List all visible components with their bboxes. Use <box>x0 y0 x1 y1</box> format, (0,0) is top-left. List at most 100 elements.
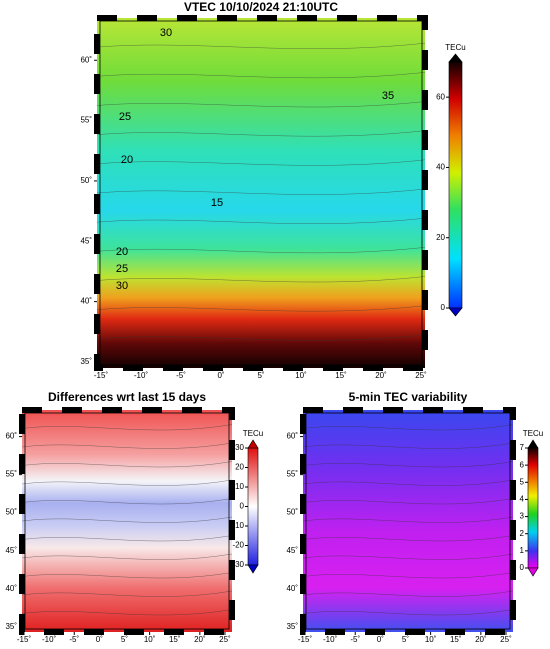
y-tick-label: 55˚ <box>80 116 92 125</box>
colorbar-tick-label: 10 <box>235 482 244 491</box>
x-tick-label: -5˚ <box>350 635 360 644</box>
map-frame-inner <box>305 412 511 630</box>
colorbar <box>247 447 259 566</box>
map-panel: Differences wrt last 15 days -15˚ -10˚ -5˚ 0… <box>5 390 263 644</box>
contour-label: 15 <box>211 197 223 209</box>
contour-line <box>96 305 426 312</box>
x-tick-label: 0˚ <box>96 635 103 644</box>
y-tick-label: 35˚ <box>286 622 298 631</box>
y-tick-label: 45˚ <box>286 546 298 555</box>
contour-line <box>96 217 426 224</box>
colorbar-tick-label: 1 <box>520 546 525 555</box>
x-tick-label: 15˚ <box>335 371 347 380</box>
map-title: 5-min TEC variability <box>349 390 468 404</box>
x-tick-label: 15˚ <box>169 635 181 644</box>
contour-line <box>302 590 514 597</box>
x-tick-label: 20˚ <box>194 635 206 644</box>
contour-line <box>96 159 426 166</box>
y-tick-label: 40˚ <box>286 584 298 593</box>
y-tick-label: 45˚ <box>5 546 17 555</box>
contour-label: 35 <box>382 90 394 102</box>
x-tick-label: -10˚ <box>42 635 57 644</box>
x-tick-label: 25˚ <box>500 635 512 644</box>
contour-line <box>96 101 426 108</box>
x-tick-label: 5˚ <box>121 635 128 644</box>
contour-line <box>21 553 233 560</box>
colorbar-tick-label: 40 <box>436 163 445 172</box>
contour-label: 30 <box>116 280 128 292</box>
colorbar-label: TECu <box>523 429 543 438</box>
contour-line <box>96 334 426 341</box>
colorbar-top-arrow <box>247 439 259 449</box>
x-tick-label: 20˚ <box>375 371 387 380</box>
contour-line <box>302 461 514 468</box>
x-tick-label: 20˚ <box>475 635 487 644</box>
contour-line <box>21 572 233 579</box>
colorbar-label: TECu <box>243 429 263 438</box>
colorbar <box>448 61 463 309</box>
y-tick-label: 55˚ <box>5 470 17 479</box>
y-tick-label: 60˚ <box>286 432 298 441</box>
contour-line <box>96 42 426 49</box>
contour-label: 20 <box>121 154 133 166</box>
contour-line <box>21 479 233 486</box>
contour-line <box>21 609 233 616</box>
y-tick-label: 50˚ <box>286 508 298 517</box>
y-tick-label: 40˚ <box>80 297 92 306</box>
colorbar-tick-label: 20 <box>436 233 445 242</box>
x-tick-label: 5˚ <box>402 635 409 644</box>
x-tick-label: -10˚ <box>134 371 149 380</box>
contour-line <box>96 188 426 195</box>
contour-line <box>96 247 426 254</box>
x-tick-label: 5˚ <box>257 371 264 380</box>
contour-line <box>302 572 514 579</box>
map-frame-inner <box>24 412 230 630</box>
y-tick-label: 60˚ <box>80 55 92 64</box>
contour-line <box>21 498 233 505</box>
y-tick-label: 40˚ <box>5 584 17 593</box>
contour-line <box>21 442 233 449</box>
colorbar-tick-label: 30 <box>235 443 244 452</box>
y-tick-label: 35˚ <box>80 357 92 366</box>
x-tick-label: 25˚ <box>415 371 427 380</box>
x-tick-label: -10˚ <box>323 635 338 644</box>
x-tick-label: -15˚ <box>17 635 32 644</box>
colorbar-tick-label: 4 <box>520 495 525 504</box>
contour-line <box>21 516 233 523</box>
contour-line <box>302 424 514 431</box>
colorbar-top-arrow <box>527 439 539 449</box>
colorbar-tick-label: 7 <box>520 443 525 452</box>
x-tick-label: 0˚ <box>377 635 384 644</box>
y-tick-label: 55˚ <box>286 470 298 479</box>
x-tick-label: -5˚ <box>69 635 79 644</box>
colorbar <box>527 447 539 569</box>
colorbar-tick-label: -30 <box>232 560 244 569</box>
map-panel: VTEC 10/10/2024 21:10UTC -15˚ -10˚ -5˚ 0˚ 5˚ 1… <box>80 0 465 380</box>
colorbar-tick-label: 0 <box>520 563 525 572</box>
map-frame <box>300 407 516 635</box>
x-tick-label: 15˚ <box>450 635 462 644</box>
y-tick-label: 60˚ <box>5 432 17 441</box>
colorbar-tick-label: 20 <box>235 463 244 472</box>
contour-line <box>302 479 514 486</box>
contour-line <box>302 535 514 542</box>
x-tick-label: 0˚ <box>217 371 224 380</box>
y-tick-label: 35˚ <box>5 622 17 631</box>
colorbar-top-arrow <box>448 53 463 63</box>
map-frame <box>19 407 235 635</box>
colorbar-tick-label: 5 <box>520 477 525 486</box>
contour-label: 20 <box>116 246 128 258</box>
contour-line <box>21 461 233 468</box>
x-tick-label: 10˚ <box>425 635 437 644</box>
colorbar-tick-label: 0 <box>240 502 245 511</box>
contour-line <box>21 424 233 431</box>
map-frame-inner <box>99 20 423 366</box>
colorbar-bottom-arrow <box>448 307 463 317</box>
colorbar-tick-label: 3 <box>520 512 525 521</box>
colorbar-tick-label: -20 <box>232 541 244 550</box>
colorbar-tick-label: 0 <box>441 303 446 312</box>
colorbar-bottom-arrow <box>247 564 259 574</box>
contour-line <box>302 498 514 505</box>
x-tick-label: 10˚ <box>295 371 307 380</box>
